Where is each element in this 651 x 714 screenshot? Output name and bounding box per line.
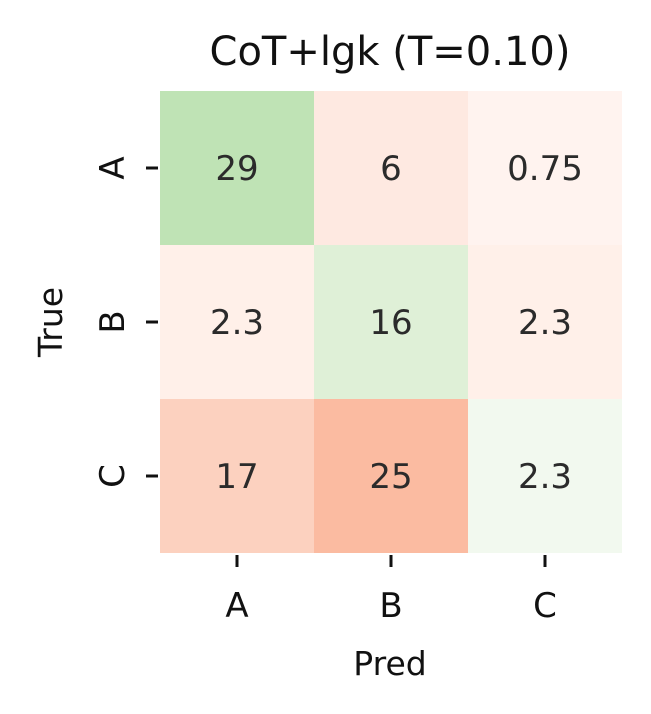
cell-value-label: 16: [369, 303, 412, 343]
x-tick-label: A: [225, 586, 248, 626]
cell-value-label: 2.3: [210, 303, 264, 343]
cell-value-label: 17: [215, 457, 258, 497]
chart-title: CoT+lgk (T=0.10): [210, 29, 571, 75]
y-axis-label: True: [31, 287, 70, 358]
heatmap-cell-c-a: [160, 399, 314, 553]
heatmap-cell-b-b: [314, 245, 468, 399]
y-tick-label: A: [93, 156, 133, 179]
heatmap-cell-b-a: [160, 245, 314, 399]
cell-value-label: 6: [380, 149, 402, 189]
heatmap-cell-c-b: [314, 399, 468, 553]
cell-value-label: 25: [369, 457, 412, 497]
x-axis: A B C: [225, 555, 557, 626]
cell-value-label: 2.3: [518, 303, 572, 343]
x-axis-label: Pred: [353, 644, 426, 683]
x-tick-label: C: [533, 586, 557, 626]
heatmap-cells: 29 6 0.75 2.3 16 2.3 17 25 2.3: [160, 91, 622, 553]
cell-value-label: 0.75: [507, 149, 583, 189]
heatmap-cell-a-a: [160, 91, 314, 245]
heatmap-cell-a-b: [314, 91, 468, 245]
x-tick-label: B: [379, 586, 402, 626]
y-tick-label: B: [93, 310, 133, 333]
cell-value-label: 29: [215, 149, 258, 189]
y-tick-label: C: [93, 464, 133, 488]
heatmap-cell-a-c: [468, 91, 622, 245]
y-axis: A B C: [93, 156, 158, 488]
cell-value-label: 2.3: [518, 457, 572, 497]
heatmap-cell-c-c: [468, 399, 622, 553]
heatmap-cell-b-c: [468, 245, 622, 399]
